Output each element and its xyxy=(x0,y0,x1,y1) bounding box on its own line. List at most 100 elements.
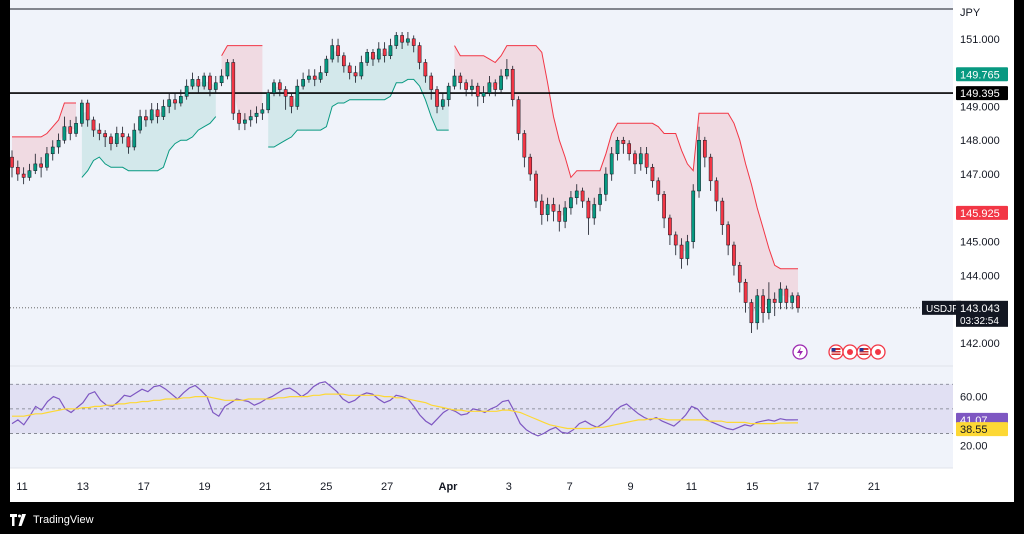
candle[interactable] xyxy=(324,55,329,76)
candle[interactable] xyxy=(796,292,800,313)
candle[interactable] xyxy=(330,38,335,63)
candle[interactable] xyxy=(644,147,649,175)
candle[interactable] xyxy=(318,65,323,83)
candle[interactable] xyxy=(27,163,32,181)
candle[interactable] xyxy=(598,187,602,212)
candle[interactable] xyxy=(714,177,719,212)
candle[interactable] xyxy=(342,52,346,73)
candle[interactable] xyxy=(178,89,183,107)
candle[interactable] xyxy=(254,106,259,124)
candle[interactable] xyxy=(120,126,125,144)
tradingview-brand[interactable]: TradingView xyxy=(10,512,94,528)
candle[interactable] xyxy=(726,221,730,256)
candle[interactable] xyxy=(190,72,195,90)
candle[interactable] xyxy=(359,55,364,80)
candle[interactable] xyxy=(347,62,352,80)
candle[interactable] xyxy=(528,153,533,181)
candle[interactable] xyxy=(225,59,230,80)
event-dot-icon[interactable] xyxy=(842,344,858,360)
candle[interactable] xyxy=(109,133,113,151)
candle[interactable] xyxy=(295,79,300,110)
candle[interactable] xyxy=(470,79,474,97)
candle[interactable] xyxy=(580,187,585,208)
candle[interactable] xyxy=(155,103,160,124)
candle[interactable] xyxy=(97,123,102,141)
supertrend-badge[interactable]: 145.925 xyxy=(956,205,1008,220)
candle[interactable] xyxy=(173,92,177,110)
candle[interactable] xyxy=(277,79,282,97)
candle[interactable] xyxy=(720,197,725,235)
candle[interactable] xyxy=(551,197,556,222)
candle[interactable] xyxy=(301,72,305,90)
candle[interactable] xyxy=(464,79,468,97)
candle[interactable] xyxy=(656,177,661,202)
candle[interactable] xyxy=(85,99,90,127)
candle[interactable] xyxy=(499,69,503,93)
candle[interactable] xyxy=(74,116,78,137)
candle[interactable] xyxy=(574,184,579,205)
candle[interactable] xyxy=(400,32,404,49)
candle[interactable] xyxy=(673,231,678,256)
candle[interactable] xyxy=(569,190,573,215)
candle[interactable] xyxy=(423,59,428,83)
candle[interactable] xyxy=(272,79,276,97)
candle[interactable] xyxy=(15,160,20,181)
candle[interactable] xyxy=(219,69,224,87)
candle[interactable] xyxy=(761,289,765,323)
candle[interactable] xyxy=(510,65,515,107)
candle[interactable] xyxy=(21,167,26,185)
candle[interactable] xyxy=(365,48,370,66)
candle[interactable] xyxy=(592,197,597,225)
candle[interactable] xyxy=(784,285,789,310)
candle[interactable] xyxy=(481,86,486,104)
candle[interactable] xyxy=(615,136,620,161)
candle[interactable] xyxy=(39,157,43,178)
candle[interactable] xyxy=(545,197,550,222)
candle[interactable] xyxy=(289,92,294,114)
candle[interactable] xyxy=(522,130,527,168)
candle[interactable] xyxy=(609,147,614,181)
candle[interactable] xyxy=(493,79,498,97)
candle[interactable] xyxy=(411,35,416,53)
candle[interactable] xyxy=(435,86,439,114)
candle[interactable] xyxy=(213,76,218,93)
chart-svg[interactable]: JPY151.000150.000149.000148.000147.00014… xyxy=(10,0,1014,502)
rsi-ma-line[interactable] xyxy=(12,393,798,430)
candle[interactable] xyxy=(627,140,632,161)
candle[interactable] xyxy=(534,170,538,208)
candle[interactable] xyxy=(196,76,201,93)
candle[interactable] xyxy=(452,69,457,90)
candle[interactable] xyxy=(161,99,166,120)
candle[interactable] xyxy=(406,32,410,46)
candle[interactable] xyxy=(772,292,777,317)
candle[interactable] xyxy=(307,69,311,83)
candle[interactable] xyxy=(417,42,422,70)
candle[interactable] xyxy=(208,72,212,97)
candle[interactable] xyxy=(237,109,241,131)
candle[interactable] xyxy=(778,282,783,310)
candle[interactable] xyxy=(336,38,340,63)
candle[interactable] xyxy=(68,119,73,141)
horizontal-line-badge[interactable]: 149.395 xyxy=(956,86,1008,101)
candle[interactable] xyxy=(638,147,643,171)
candle[interactable] xyxy=(33,153,38,175)
candle[interactable] xyxy=(248,109,253,127)
us-flag-event-icon[interactable] xyxy=(828,344,844,360)
symbol-badge[interactable]: USDJPY xyxy=(922,300,966,315)
candle[interactable] xyxy=(382,42,387,63)
candle[interactable] xyxy=(767,282,771,320)
candle[interactable] xyxy=(650,163,655,188)
candle[interactable] xyxy=(283,86,288,110)
rsi-ma-badge[interactable]: 38.55 xyxy=(956,422,1008,437)
candle[interactable] xyxy=(487,76,492,97)
candle[interactable] xyxy=(563,201,567,229)
candle[interactable] xyxy=(260,103,265,120)
candle[interactable] xyxy=(376,42,381,63)
candle[interactable] xyxy=(732,241,736,276)
candle[interactable] xyxy=(243,113,247,131)
candle[interactable] xyxy=(737,261,742,293)
candle[interactable] xyxy=(56,133,61,154)
candle[interactable] xyxy=(62,116,67,144)
candle[interactable] xyxy=(91,116,96,137)
candle[interactable] xyxy=(149,103,154,124)
